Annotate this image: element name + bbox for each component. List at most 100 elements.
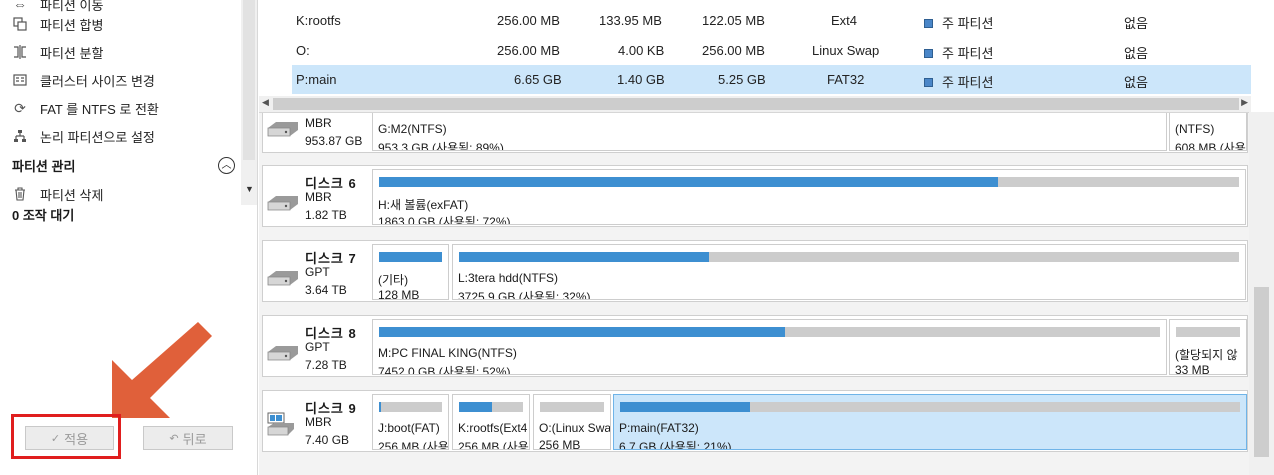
sidebar-item-delete-partition[interactable]: 파티션 삭제: [12, 184, 103, 204]
cell-status: 없음: [1124, 16, 1148, 31]
primary-partition-icon: [924, 78, 933, 87]
partition-detail: 3725.9 GB (사용됨: 32%): [458, 290, 591, 300]
cell-status: 없음: [1124, 46, 1148, 61]
chevron-up-icon: ︿: [221, 159, 232, 171]
partition-block[interactable]: K:rootfs(Ext4 256 MB (사용: [452, 394, 530, 450]
table-row[interactable]: K:rootfs 256.00 MB 133.95 MB 122.05 MB E…: [292, 6, 1251, 35]
partition-block[interactable]: M:PC FINAL KING(NTFS) 7452.0 GB (사용됨: 52…: [372, 319, 1167, 375]
usage-bar-fill: [379, 112, 1074, 113]
cell-unused: 122.05 MB: [702, 13, 765, 28]
disk-card-selected[interactable]: 디스크 9 MBR 7.40 GB J:boot(FAT) 256 MB (사용…: [262, 390, 1248, 452]
table-row-selected[interactable]: P:main 6.65 GB 1.40 GB 5.25 GB FAT32 주 파…: [292, 65, 1251, 94]
disk-card[interactable]: 디스크 7 GPT 3.64 TB (기타) 128 MB L:3tera hd…: [262, 240, 1248, 302]
undo-icon: ↶: [169, 432, 179, 445]
partition-label: M:PC FINAL KING(NTFS): [378, 346, 517, 360]
disk-type: GPT: [305, 340, 330, 354]
partition-label: (기타): [378, 273, 409, 287]
apply-highlight-box: [11, 414, 121, 459]
partition-label: L:3tera hdd(NTFS): [458, 271, 559, 285]
hard-disk-icon: [267, 346, 298, 361]
partition-block-selected[interactable]: P:main(FAT32) 6.7 GB (사용됨: 21%): [613, 394, 1247, 450]
disk-type: MBR: [305, 415, 332, 429]
partition-block[interactable]: J:boot(FAT) 256 MB (사용: [372, 394, 449, 450]
apply-button[interactable]: ✓ 적용: [25, 426, 114, 450]
sidebar-item-split-partition[interactable]: 파티션 분할: [12, 42, 103, 62]
partition-label: G:M2(NTFS): [378, 122, 447, 136]
partition-block[interactable]: (NTFS) 608 MB (사용: [1169, 112, 1247, 151]
partition-detail: 6.7 GB (사용됨: 21%): [619, 440, 732, 450]
move-icon: ⇔: [13, 0, 27, 12]
partition-block[interactable]: O:(Linux Swa 256 MB: [533, 394, 611, 450]
disk-map-scrollbar[interactable]: [1249, 112, 1274, 475]
table-row[interactable]: O: 256.00 MB 4.00 KB 256.00 MB Linux Swa…: [292, 36, 1251, 65]
partition-label: J:boot(FAT): [378, 421, 440, 435]
sidebar-item-move-partition[interactable]: ⇔ 파티션 이동: [12, 0, 103, 14]
usage-bar: [459, 252, 1239, 262]
disk-size: 1.82 TB: [305, 208, 347, 222]
partition-detail: 608 MB (사용: [1175, 141, 1246, 151]
scrollbar-thumb[interactable]: [273, 98, 1239, 110]
usage-bar-fill: [459, 402, 493, 412]
sidebar-item-set-logical[interactable]: 논리 파티션으로 설정: [12, 126, 155, 146]
partition-label: (할당되지 않: [1175, 348, 1238, 362]
cell-partition: K:rootfs: [296, 13, 341, 28]
disk-card[interactable]: MBR 953.87 GB G:M2(NTFS) 953.3 GB (사용됨: …: [262, 112, 1248, 153]
partition-detail: 7452.0 GB (사용됨: 52%): [378, 365, 511, 375]
cell-type: 주 파티션: [942, 16, 994, 31]
disk-card[interactable]: 디스크 6 MBR 1.82 TB H:새 볼륨(exFAT) 1863.0 G…: [262, 165, 1248, 227]
partition-detail: 256 MB (사용: [458, 440, 529, 450]
usage-bar: [379, 177, 1239, 187]
check-icon: ✓: [50, 432, 61, 445]
scrollbar-thumb[interactable]: [1254, 287, 1269, 457]
cell-partition: O:: [296, 43, 310, 58]
usage-bar: [1176, 327, 1240, 337]
pointer-arrow-icon: [112, 322, 212, 418]
scrollbar-thumb[interactable]: [243, 0, 255, 160]
usage-bar: [540, 402, 604, 412]
cell-unused: 256.00 MB: [702, 43, 765, 58]
scroll-right-icon[interactable]: ▶: [1241, 97, 1248, 107]
usage-bar: [1176, 112, 1240, 113]
disk-type: MBR: [305, 190, 332, 204]
partition-block[interactable]: L:3tera hdd(NTFS) 3725.9 GB (사용됨: 32%): [452, 244, 1246, 300]
cell-used: 1.40 GB: [617, 72, 665, 87]
partition-detail: 33 MB: [1175, 363, 1210, 375]
partition-block[interactable]: G:M2(NTFS) 953.3 GB (사용됨: 89%): [372, 112, 1167, 151]
disk-card[interactable]: 디스크 8 GPT 7.28 TB M:PC FINAL KING(NTFS) …: [262, 315, 1248, 377]
disk-type: GPT: [305, 265, 330, 279]
partition-label: H:새 볼륨(exFAT): [378, 198, 469, 212]
partition-block-unallocated[interactable]: (할당되지 않 33 MB: [1169, 319, 1247, 375]
scroll-down-icon[interactable]: ▼: [245, 184, 254, 194]
partition-detail: 128 MB: [378, 288, 420, 300]
split-icon: [12, 44, 28, 60]
table-horizontal-scrollbar[interactable]: ◀ ▶: [259, 96, 1251, 112]
partition-detail: 256 MB (사용: [378, 440, 449, 450]
sidebar-item-label: 파티션 이동: [40, 0, 104, 13]
sidebar-item-cluster-size[interactable]: 클러스터 사이즈 변경: [12, 70, 155, 90]
sidebar-scrollbar[interactable]: ▼: [241, 0, 257, 205]
usage-bar: [379, 112, 1160, 113]
partition-block[interactable]: (기타) 128 MB: [372, 244, 449, 300]
partition-label: P:main(FAT32): [619, 421, 699, 435]
cell-capacity: 256.00 MB: [497, 43, 560, 58]
sidebar-item-convert-fat-ntfs[interactable]: ⟳ FAT 를 NTFS 로 전환: [12, 98, 159, 118]
sidebar-item-label: 파티션 삭제: [40, 187, 104, 203]
usb-disk-icon: [267, 412, 294, 436]
disk-size: 3.64 TB: [305, 283, 347, 297]
collapse-section-button[interactable]: ︿: [218, 157, 235, 174]
primary-partition-icon: [924, 19, 933, 28]
partition-label: K:rootfs(Ext4: [458, 421, 528, 435]
usage-bar: [379, 252, 442, 262]
usage-bar-fill: [379, 252, 442, 262]
trash-icon: [12, 186, 28, 202]
undo-button[interactable]: ↶ 뒤로: [143, 426, 233, 450]
undo-label: 뒤로: [182, 431, 207, 447]
sidebar-item-merge-partition[interactable]: 파티션 합병: [12, 14, 103, 34]
scroll-left-icon[interactable]: ◀: [262, 97, 269, 107]
sidebar-item-label: 파티션 합병: [40, 17, 104, 33]
partition-block[interactable]: H:새 볼륨(exFAT) 1863.0 GB (사용됨: 72%): [372, 169, 1246, 225]
cell-filesystem: FAT32: [827, 72, 865, 87]
hard-disk-icon: [267, 122, 298, 137]
disk-name: 디스크 8: [305, 326, 357, 341]
